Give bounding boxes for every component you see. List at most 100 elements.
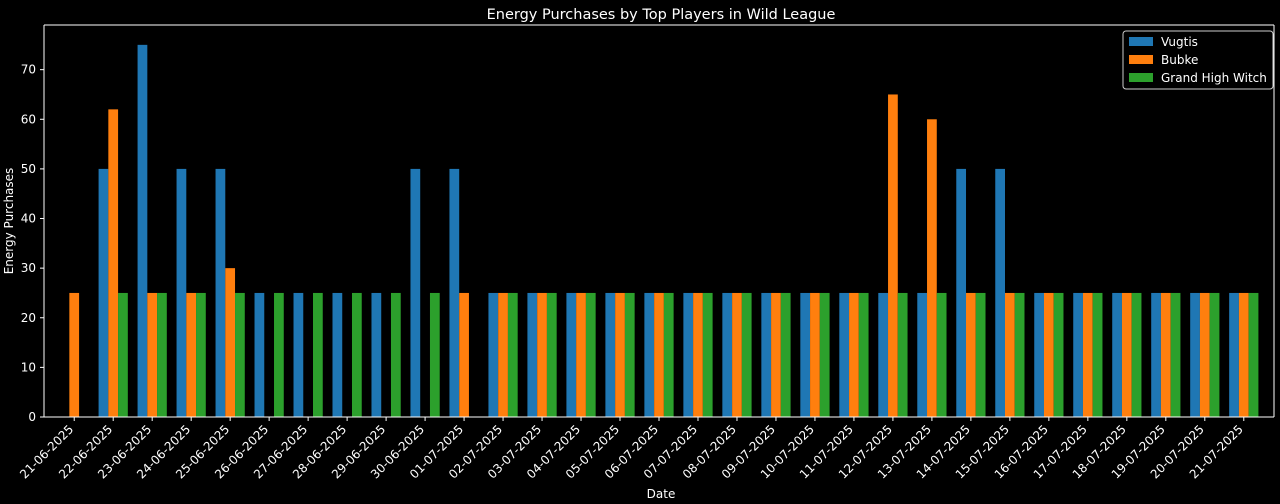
y-tick-label: 60: [21, 112, 36, 126]
bar-vugtis-18: [761, 292, 772, 417]
bar-vugtis-26: [1073, 292, 1083, 417]
bar-grand-high-witch-1: [118, 292, 128, 417]
bar-vugtis-16: [683, 292, 694, 417]
bar-bubke-20: [849, 292, 859, 417]
bar-bubke-22: [927, 119, 937, 417]
bar-bubke-24: [1005, 292, 1015, 417]
bar-grand-high-witch-19: [819, 292, 830, 417]
bar-vugtis-6: [293, 292, 304, 417]
bar-vugtis-4: [215, 168, 226, 417]
bar-grand-high-witch-2: [157, 292, 167, 417]
bar-vugtis-25: [1034, 292, 1044, 417]
bar-vugtis-27: [1112, 292, 1122, 417]
bar-grand-high-witch-17: [741, 292, 752, 417]
y-tick-label: 30: [21, 261, 36, 275]
bar-grand-high-witch-26: [1092, 292, 1103, 417]
bar-grand-high-witch-12: [546, 292, 557, 417]
bar-bubke-10: [459, 292, 469, 417]
y-tick-label: 0: [28, 410, 36, 424]
bar-vugtis-14: [605, 292, 616, 417]
bar-vugtis-10: [449, 168, 460, 417]
y-tick-label: 10: [21, 360, 36, 374]
bar-bubke-27: [1121, 292, 1132, 417]
bar-vugtis-30: [1229, 292, 1239, 417]
bar-bubke-3: [186, 292, 197, 417]
bar-vugtis-21: [878, 292, 889, 417]
legend-label: Vugtis: [1161, 35, 1198, 49]
legend-label: Bubke: [1161, 53, 1198, 67]
chart-title: Energy Purchases by Top Players in Wild …: [487, 7, 836, 23]
bar-grand-high-witch-7: [351, 292, 362, 417]
bar-vugtis-8: [371, 292, 382, 417]
y-tick-label: 70: [21, 63, 36, 77]
y-tick-label: 20: [21, 311, 36, 325]
bar-bubke-4: [225, 268, 236, 417]
bar-grand-high-witch-11: [507, 292, 518, 417]
bar-grand-high-witch-28: [1170, 292, 1181, 417]
bar-vugtis-24: [995, 168, 1005, 417]
bar-bubke-12: [537, 292, 547, 417]
bar-bubke-2: [147, 292, 158, 417]
bar-bubke-23: [966, 292, 976, 417]
bar-grand-high-witch-23: [975, 292, 986, 417]
bar-grand-high-witch-20: [858, 292, 869, 417]
bar-grand-high-witch-27: [1131, 292, 1142, 417]
bar-bubke-11: [498, 292, 508, 417]
bar-grand-high-witch-8: [390, 292, 401, 417]
bar-grand-high-witch-25: [1053, 292, 1064, 417]
bar-vugtis-17: [722, 292, 733, 417]
y-tick-label: 40: [21, 212, 36, 226]
bar-bubke-14: [615, 292, 625, 417]
plot-area: [69, 44, 1259, 417]
bar-vugtis-13: [566, 292, 577, 417]
bar-vugtis-7: [332, 292, 343, 417]
bar-vugtis-28: [1151, 292, 1161, 417]
bar-bubke-19: [810, 292, 820, 417]
y-tick-label: 50: [21, 162, 36, 176]
y-axis-title: Energy Purchases: [2, 168, 16, 275]
bar-vugtis-5: [254, 292, 265, 417]
bar-bubke-16: [693, 292, 703, 417]
legend-swatch-vugtis: [1129, 37, 1153, 46]
bar-grand-high-witch-5: [274, 292, 284, 417]
bar-bubke-21: [888, 94, 898, 417]
bar-bubke-18: [771, 292, 781, 417]
bar-vugtis-15: [644, 292, 655, 417]
bar-grand-high-witch-3: [196, 292, 206, 417]
legend-swatch-bubke: [1129, 55, 1153, 64]
bar-bubke-28: [1160, 292, 1171, 417]
bar-bubke-17: [732, 292, 742, 417]
bar-grand-high-witch-18: [780, 292, 791, 417]
bar-grand-high-witch-15: [663, 292, 674, 417]
bar-bubke-30: [1238, 292, 1249, 417]
bar-bubke-26: [1082, 292, 1093, 417]
bar-vugtis-2: [137, 44, 148, 417]
bar-grand-high-witch-4: [235, 292, 245, 417]
bar-bubke-0: [69, 292, 80, 417]
bar-grand-high-witch-6: [313, 292, 323, 417]
legend: Vugtis Bubke Grand High Witch: [1122, 30, 1274, 90]
bar-grand-high-witch-29: [1209, 292, 1220, 417]
bar-grand-high-witch-14: [624, 292, 635, 417]
bar-vugtis-29: [1190, 292, 1200, 417]
bar-grand-high-witch-13: [585, 292, 596, 417]
bar-vugtis-20: [839, 292, 850, 417]
bar-bubke-25: [1043, 292, 1054, 417]
x-axis-title: Date: [647, 487, 676, 501]
bar-vugtis-1: [98, 168, 109, 417]
bar-vugtis-3: [176, 168, 187, 417]
legend-label: Grand High Witch: [1161, 71, 1267, 85]
legend-swatch-grand-high-witch: [1129, 73, 1153, 82]
bar-bubke-15: [654, 292, 664, 417]
bar-grand-high-witch-9: [429, 292, 440, 417]
bar-vugtis-11: [488, 292, 499, 417]
bar-grand-high-witch-30: [1248, 292, 1259, 417]
legend-box: [1122, 30, 1274, 90]
bar-vugtis-19: [800, 292, 811, 417]
bar-bubke-13: [576, 292, 586, 417]
bar-vugtis-23: [956, 168, 967, 417]
bar-vugtis-9: [410, 168, 421, 417]
bar-bubke-1: [108, 109, 119, 417]
bar-grand-high-witch-21: [897, 292, 908, 417]
